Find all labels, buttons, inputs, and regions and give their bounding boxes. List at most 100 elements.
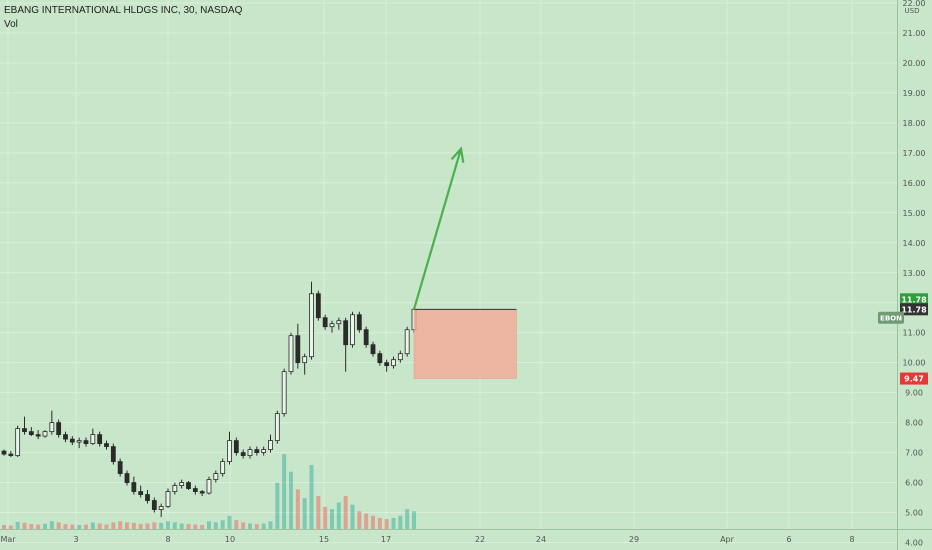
volume-bar [207,521,211,529]
volume-bar [261,523,266,529]
candle-body [104,443,109,447]
candle-body [179,482,185,486]
candle-body [397,353,403,361]
volume-bar [90,522,95,529]
y-tick-label: 11.00 [903,329,926,338]
volume-bar [336,502,341,529]
volume-bar [193,524,198,529]
y-tick-label: 5.00 [905,509,923,518]
y-tick-label: 20.00 [903,59,926,68]
y-tick-label: 9.00 [905,389,923,398]
volume-bar [295,489,300,529]
candle-body [343,320,349,346]
candle-body [110,446,116,462]
candle-body [329,323,335,328]
y-tick-label: 4.00 [905,539,923,548]
y-tick-label: 21.00 [903,29,926,38]
candle-body [172,485,178,492]
volume-bar [405,509,410,529]
volume-bar [29,524,34,529]
x-tick-label: Apr [720,535,735,544]
target-box [413,309,517,379]
y-tick-label: 14.00 [903,239,926,248]
volume-bar [241,522,246,529]
price-tag-label: 11.78 [901,295,927,304]
candle-body [391,359,396,367]
volume-bar [364,513,369,529]
volume-bar [220,520,225,529]
volume-bar [43,523,47,529]
y-tick-label: 16.00 [903,179,926,188]
trend-arrow-head [450,146,465,163]
x-tick-label: 17 [381,535,391,544]
volume-bar [316,495,321,529]
y-tick-label: 15.00 [903,209,926,218]
volume-bar [200,525,205,529]
price-tag-label: 9.47 [904,375,924,384]
trend-arrow-shaft [412,148,463,310]
volume-bar [84,524,88,529]
x-tick-label: 22 [475,535,485,544]
volume-bar [179,523,184,529]
candle-body [322,317,328,328]
candle-body [227,440,232,462]
candle-body [309,293,314,358]
volume-bar [49,521,54,529]
candle-body [356,314,362,331]
candle-body [69,438,75,443]
x-tick-label: 8 [165,535,170,544]
y-tick-label: 17.00 [903,149,926,158]
candle-body [35,434,41,437]
volume-bar [36,524,41,529]
candle-body [1,450,7,455]
candle-body [63,434,68,440]
volume-bar [104,524,109,529]
volume-bar [289,471,293,529]
volume-bar [77,525,82,529]
price-axis[interactable]: 22.00 21.00 20.00 19.00 18.00 17.00 16.00 15.00… [903,0,926,548]
time-axis[interactable]: Mar 3 8 10 15 17 22 24 29 Apr 6 8 [0,535,854,544]
candle-body [404,329,410,355]
candle-body [261,449,267,453]
volume-bar [302,498,307,529]
volume-bar [227,515,232,529]
volume-bar [172,522,177,529]
volume-indicator-label[interactable]: Vol [4,19,18,30]
volume-bar [138,524,143,529]
candle-body [336,320,342,325]
candle-body [97,434,103,444]
symbol-title[interactable]: EBANG INTERNATIONAL HLDGS INC, 30, NASDA… [4,5,243,16]
candle-body [220,461,226,474]
candle-body [295,335,301,364]
y-tick-label: 13.00 [903,269,926,278]
volume-bar [254,524,259,529]
volume-bar [2,525,6,529]
volume-bar [371,515,375,529]
candles [1,281,417,518]
volume-bar [213,522,218,529]
candle-body [199,491,205,494]
volume-bar [391,517,396,529]
volume-bar [268,521,273,529]
volume-bar [282,454,287,529]
candle-body [145,494,150,501]
price-tag-bg [900,372,928,385]
candle-body [90,434,96,444]
x-tick-label: 3 [73,535,78,544]
x-tick-label: Mar [0,535,16,544]
volume-bar [357,511,362,529]
symbol-tag-label: EBON [880,315,902,323]
volume-bar [145,523,150,529]
volume-bar [152,522,157,529]
candle-body [384,362,390,367]
volume-bar [166,521,170,529]
x-tick-label: 15 [319,535,329,544]
annotations[interactable] [412,146,517,379]
volume-bar [159,522,164,529]
volume-bar [70,524,75,529]
candle-body [8,453,14,456]
candle-body [192,488,198,492]
